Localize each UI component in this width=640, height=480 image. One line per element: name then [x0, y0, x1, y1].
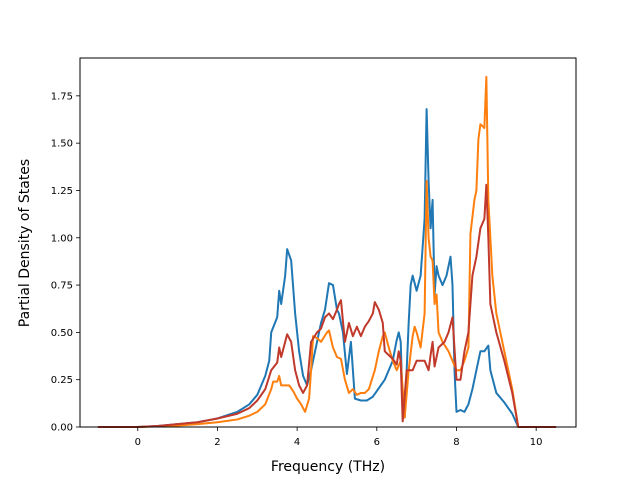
y-tick-label: 0.00	[51, 423, 73, 434]
x-axis: 0 2 4 6 8 10	[135, 427, 543, 448]
y-tick-label: 1.50	[51, 139, 73, 150]
y-axis: 0.00 0.25 0.50 0.75 1.00 1.25 1.50 1.75	[51, 91, 80, 434]
series-line-1	[97, 108, 557, 428]
x-tick-label: 8	[453, 437, 459, 448]
series-line-3	[97, 183, 557, 428]
y-tick-label: 1.25	[51, 186, 73, 197]
x-tick-label: 2	[214, 437, 220, 448]
y-tick-label: 0.25	[51, 375, 73, 386]
x-tick-label: 6	[374, 437, 380, 448]
y-axis-label: Partial Density of States	[17, 159, 33, 327]
y-tick-label: 0.50	[51, 328, 73, 339]
y-tick-label: 0.75	[51, 281, 73, 292]
plot-frame	[79, 57, 577, 428]
x-tick-label: 0	[135, 437, 141, 448]
y-tick-label: 1.75	[51, 91, 73, 102]
x-tick-label: 10	[530, 437, 543, 448]
x-tick-label: 4	[294, 437, 300, 448]
y-tick-label: 1.00	[51, 233, 73, 244]
x-axis-label: Frequency (THz)	[271, 459, 385, 475]
series-layer	[97, 75, 557, 428]
